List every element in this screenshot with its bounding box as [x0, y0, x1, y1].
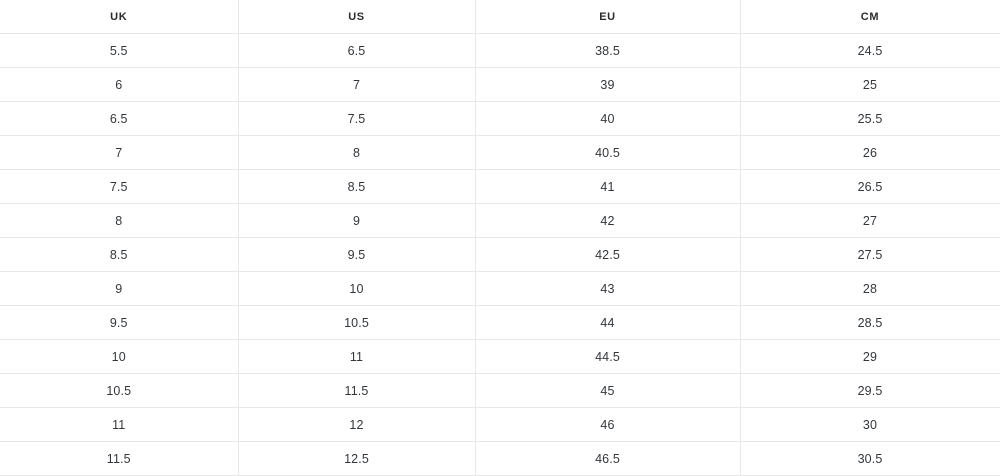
cell-eu: 39 — [475, 67, 741, 102]
column-header-cm: CM — [740, 0, 1000, 34]
cell-uk: 7 — [0, 135, 239, 170]
cell-cm: 27.5 — [740, 237, 1000, 272]
table-row: 10 11 44.5 29 — [0, 339, 1000, 374]
cell-cm: 29 — [740, 339, 1000, 374]
cell-eu: 45 — [475, 373, 741, 408]
cell-uk: 7.5 — [0, 169, 239, 204]
table-row: 6.5 7.5 40 25.5 — [0, 101, 1000, 136]
cell-us: 11 — [238, 339, 476, 374]
cell-us: 8 — [238, 135, 476, 170]
cell-uk: 6.5 — [0, 101, 239, 136]
table-header: UK US EU CM — [0, 0, 1000, 34]
cell-eu: 46 — [475, 407, 741, 442]
cell-uk: 10 — [0, 339, 239, 374]
table-row: 8 9 42 27 — [0, 203, 1000, 238]
cell-eu: 44 — [475, 305, 741, 340]
column-header-eu: EU — [475, 0, 741, 34]
column-header-us: US — [238, 0, 476, 34]
table-row: 6 7 39 25 — [0, 67, 1000, 102]
column-header-uk: UK — [0, 0, 239, 34]
cell-us: 6.5 — [238, 33, 476, 68]
cell-uk: 11.5 — [0, 441, 239, 476]
cell-cm: 28.5 — [740, 305, 1000, 340]
cell-cm: 27 — [740, 203, 1000, 238]
table-row: 9 10 43 28 — [0, 271, 1000, 306]
cell-us: 7.5 — [238, 101, 476, 136]
header-row: UK US EU CM — [0, 0, 1000, 34]
cell-cm: 26 — [740, 135, 1000, 170]
cell-eu: 42 — [475, 203, 741, 238]
table-row: 11 12 46 30 — [0, 407, 1000, 442]
cell-eu: 40.5 — [475, 135, 741, 170]
table-row: 10.5 11.5 45 29.5 — [0, 373, 1000, 408]
table-row: 8.5 9.5 42.5 27.5 — [0, 237, 1000, 272]
cell-us: 12 — [238, 407, 476, 442]
cell-us: 7 — [238, 67, 476, 102]
cell-uk: 10.5 — [0, 373, 239, 408]
cell-cm: 24.5 — [740, 33, 1000, 68]
cell-eu: 38.5 — [475, 33, 741, 68]
cell-us: 11.5 — [238, 373, 476, 408]
cell-cm: 28 — [740, 271, 1000, 306]
cell-cm: 30 — [740, 407, 1000, 442]
cell-cm: 29.5 — [740, 373, 1000, 408]
cell-uk: 9 — [0, 271, 239, 306]
cell-uk: 9.5 — [0, 305, 239, 340]
cell-eu: 43 — [475, 271, 741, 306]
cell-cm: 26.5 — [740, 169, 1000, 204]
cell-eu: 42.5 — [475, 237, 741, 272]
cell-eu: 40 — [475, 101, 741, 136]
cell-cm: 25.5 — [740, 101, 1000, 136]
cell-eu: 44.5 — [475, 339, 741, 374]
cell-uk: 11 — [0, 407, 239, 442]
table-body: 5.5 6.5 38.5 24.5 6 7 39 25 6.5 7.5 40 25.5 7 8 40.5 26… — [0, 33, 1000, 476]
cell-us: 10.5 — [238, 305, 476, 340]
cell-uk: 6 — [0, 67, 239, 102]
table-row: 7 8 40.5 26 — [0, 135, 1000, 170]
table-row: 7.5 8.5 41 26.5 — [0, 169, 1000, 204]
cell-cm: 25 — [740, 67, 1000, 102]
cell-uk: 5.5 — [0, 33, 239, 68]
cell-us: 10 — [238, 271, 476, 306]
cell-uk: 8.5 — [0, 237, 239, 272]
table-row: 11.5 12.5 46.5 30.5 — [0, 441, 1000, 476]
cell-cm: 30.5 — [740, 441, 1000, 476]
table-row: 9.5 10.5 44 28.5 — [0, 305, 1000, 340]
cell-eu: 46.5 — [475, 441, 741, 476]
cell-eu: 41 — [475, 169, 741, 204]
cell-us: 8.5 — [238, 169, 476, 204]
cell-us: 12.5 — [238, 441, 476, 476]
table-row: 5.5 6.5 38.5 24.5 — [0, 33, 1000, 68]
cell-us: 9.5 — [238, 237, 476, 272]
cell-uk: 8 — [0, 203, 239, 238]
cell-us: 9 — [238, 203, 476, 238]
